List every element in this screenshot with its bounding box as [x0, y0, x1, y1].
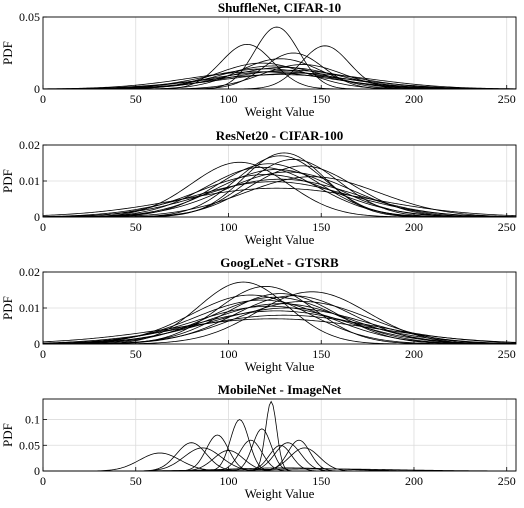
x-tick-label: 200	[405, 474, 423, 488]
pdf-curve-14	[42, 314, 517, 344]
x-tick-label: 0	[40, 347, 46, 361]
y-tick-label: 0	[34, 82, 40, 96]
plot-frame	[42, 16, 517, 90]
pdf-curve-9	[42, 171, 517, 218]
subplot-title: ShuffleNet, CIFAR-10	[218, 0, 341, 15]
pdf-curve-1	[43, 281, 516, 345]
pdf-curve-1	[43, 152, 516, 218]
pdf-curve-10	[42, 303, 517, 345]
x-tick-label: 50	[130, 474, 142, 488]
pdf-curve-11	[42, 305, 517, 345]
y-tick-label: 0.05	[19, 438, 40, 452]
x-tick-label: 50	[130, 220, 142, 234]
pdf-curve-13	[42, 181, 517, 218]
x-tick-label: 100	[219, 347, 237, 361]
pdf-curve-6	[43, 295, 517, 345]
x-axis-label: Weight Value	[245, 359, 315, 374]
x-tick-label: 150	[312, 474, 330, 488]
subplot-title: MobileNet - ImageNet	[218, 382, 342, 397]
x-tick-label: 150	[312, 347, 330, 361]
subplot-1: 0 50 100 150 200 250 0 0.05 ShuffleNet, CIFAR-10…	[0, 0, 517, 119]
subplot-title: ResNet20 - CIFAR-100	[216, 128, 344, 143]
pdf-curve-9	[43, 400, 516, 472]
x-tick-label: 50	[130, 347, 142, 361]
pdf-curve-1	[43, 26, 516, 90]
y-tick-label: 0.01	[19, 301, 40, 315]
pdf-curve-6	[43, 62, 516, 90]
y-tick-label: 0	[34, 210, 40, 224]
pdf-curve-14	[43, 72, 517, 90]
pdf-curve-13	[42, 71, 516, 90]
x-tick-label: 200	[405, 347, 423, 361]
pdf-curve-6	[43, 165, 516, 218]
x-tick-label: 200	[405, 92, 423, 106]
x-axis-label: Weight Value	[245, 104, 315, 119]
subplot-2: 0 50 100 150 200 250 0 0.01 0.02 ResNet20 - CIFAR…	[0, 128, 517, 247]
y-tick-label: 0.05	[19, 10, 40, 24]
subplot-4: 0 50 100 150 200 250 0 0.05 0.1 MobileNet - Image…	[0, 382, 517, 501]
pdf-curve-5	[42, 294, 516, 345]
pdf-curve-13	[42, 310, 517, 344]
pdf-curve-7	[43, 166, 516, 218]
x-tick-label: 0	[40, 92, 46, 106]
x-tick-label: 100	[219, 474, 237, 488]
y-tick-label: 0	[34, 464, 40, 478]
x-tick-label: 50	[130, 92, 142, 106]
pdf-curve-11	[43, 69, 517, 90]
plot-frame	[42, 398, 517, 472]
x-tick-label: 250	[498, 474, 516, 488]
x-tick-label: 150	[312, 92, 330, 106]
y-axis-label: PDF	[0, 296, 15, 320]
x-axis-label: Weight Value	[245, 486, 315, 501]
pdf-curve-7	[43, 439, 516, 472]
y-axis-label: PDF	[0, 423, 15, 447]
pdf-curve-2	[43, 43, 516, 90]
x-tick-label: 250	[498, 347, 516, 361]
x-tick-label: 0	[40, 220, 46, 234]
x-axis-label: Weight Value	[245, 232, 315, 247]
x-tick-label: 150	[312, 220, 330, 234]
pdf-curve-12	[42, 307, 517, 345]
y-tick-label: 0.01	[19, 174, 40, 188]
y-tick-label: 0	[34, 337, 40, 351]
subplot-title: GoogLeNet - GTSRB	[220, 255, 339, 270]
pdf-curve-15	[42, 318, 517, 343]
pdf-curve-15	[42, 74, 517, 90]
x-tick-label: 100	[219, 220, 237, 234]
y-tick-label: 0.1	[25, 413, 40, 427]
subplot-3: 0 50 100 150 200 250 0 0.01 0.02 GoogLeNet - GTSR…	[0, 255, 517, 374]
y-tick-label: 0.02	[19, 265, 40, 279]
pdf-curve-14	[42, 187, 517, 217]
x-tick-label: 200	[405, 220, 423, 234]
x-tick-label: 250	[498, 92, 516, 106]
pdf-curve-5	[43, 163, 516, 218]
pdf-curve-12	[43, 439, 516, 472]
pdf-curve-7	[43, 64, 516, 90]
x-tick-label: 100	[219, 92, 237, 106]
x-tick-label: 250	[498, 220, 516, 234]
y-axis-label: PDF	[0, 169, 15, 193]
y-axis-label: PDF	[0, 41, 15, 65]
x-tick-label: 0	[40, 474, 46, 488]
y-tick-label: 0.02	[19, 138, 40, 152]
